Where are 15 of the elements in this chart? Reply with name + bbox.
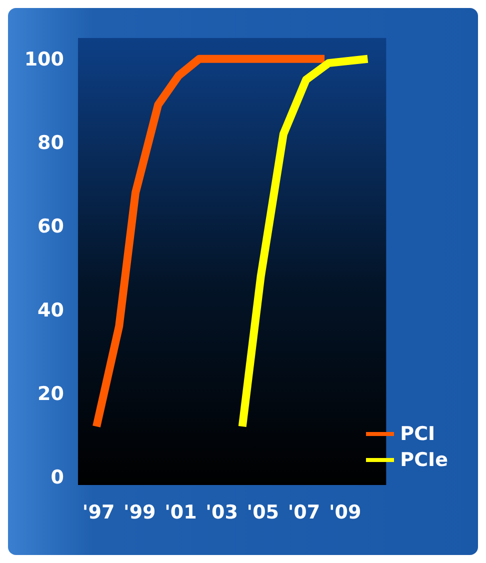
y-tick-label: 80 bbox=[38, 132, 64, 154]
y-tick-label: 0 bbox=[50, 466, 64, 488]
y-tick-label: 40 bbox=[38, 299, 64, 322]
x-tick-label: '01 bbox=[164, 501, 197, 524]
x-tick-label: '97 bbox=[82, 501, 115, 524]
legend-label: PCI bbox=[400, 423, 436, 445]
x-tick-label: '99 bbox=[124, 501, 156, 524]
y-tick-label: 20 bbox=[38, 382, 64, 405]
x-tick-label: '05 bbox=[246, 501, 280, 524]
x-tick-label: '07 bbox=[288, 501, 320, 524]
y-tick-label: 100 bbox=[24, 48, 64, 71]
legend-label: PCIe bbox=[400, 449, 448, 471]
y-tick-label: 60 bbox=[38, 216, 64, 238]
x-tick-label: '03 bbox=[206, 501, 238, 524]
x-tick-label: '09 bbox=[328, 501, 362, 524]
